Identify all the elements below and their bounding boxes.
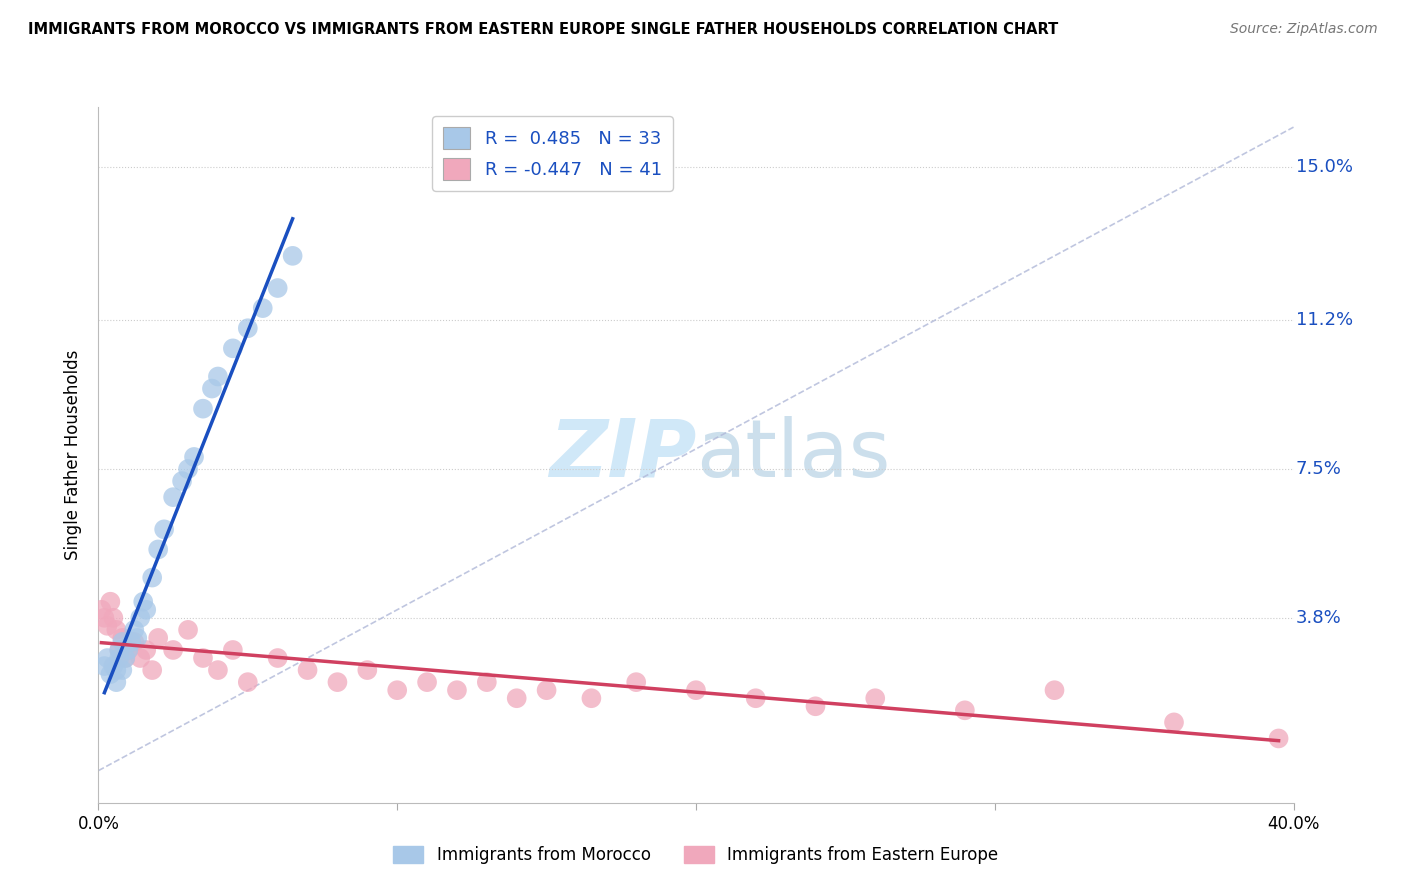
Point — [148, 631, 170, 645]
Point — [124, 635, 146, 649]
Point — [148, 542, 170, 557]
Text: 7.5%: 7.5% — [1296, 460, 1341, 478]
Y-axis label: Single Father Households: Single Father Households — [65, 350, 83, 560]
Point — [191, 401, 214, 416]
Point — [103, 611, 125, 625]
Point — [804, 699, 827, 714]
Point — [385, 683, 409, 698]
Point — [745, 691, 768, 706]
Point — [865, 691, 887, 706]
Point — [108, 643, 131, 657]
Point — [93, 659, 115, 673]
Point — [1043, 683, 1066, 698]
Point — [183, 450, 205, 464]
Point — [446, 683, 468, 698]
Point — [105, 623, 128, 637]
Point — [222, 643, 245, 657]
Point — [103, 659, 125, 673]
Point — [135, 603, 157, 617]
Point — [536, 683, 558, 698]
Point — [177, 462, 200, 476]
Point — [117, 643, 139, 657]
Text: 3.8%: 3.8% — [1296, 609, 1341, 627]
Point — [172, 474, 194, 488]
Point — [267, 651, 290, 665]
Point — [129, 651, 152, 665]
Point — [96, 651, 118, 665]
Point — [297, 663, 319, 677]
Point — [162, 490, 184, 504]
Point — [326, 675, 349, 690]
Point — [111, 631, 134, 645]
Point — [98, 595, 122, 609]
Point — [90, 603, 112, 617]
Point — [1267, 731, 1289, 746]
Text: IMMIGRANTS FROM MOROCCO VS IMMIGRANTS FROM EASTERN EUROPE SINGLE FATHER HOUSEHOL: IMMIGRANTS FROM MOROCCO VS IMMIGRANTS FR… — [28, 22, 1059, 37]
Point — [93, 611, 115, 625]
Text: atlas: atlas — [696, 416, 890, 494]
Point — [132, 595, 155, 609]
Point — [177, 623, 200, 637]
Point — [252, 301, 274, 315]
Point — [120, 635, 142, 649]
Point — [141, 663, 163, 677]
Point — [108, 643, 131, 657]
Point — [105, 663, 128, 677]
Point — [624, 675, 647, 690]
Point — [108, 651, 131, 665]
Point — [1163, 715, 1185, 730]
Point — [127, 631, 149, 645]
Point — [135, 643, 157, 657]
Point — [114, 651, 136, 665]
Point — [207, 663, 229, 677]
Point — [356, 663, 378, 677]
Point — [117, 643, 139, 657]
Point — [111, 663, 134, 677]
Point — [114, 651, 136, 665]
Point — [111, 635, 134, 649]
Point — [267, 281, 290, 295]
Point — [162, 643, 184, 657]
Point — [124, 623, 146, 637]
Point — [953, 703, 976, 717]
Point — [581, 691, 603, 706]
Text: ZIP: ZIP — [548, 416, 696, 494]
Point — [129, 611, 152, 625]
Point — [475, 675, 498, 690]
Point — [506, 691, 529, 706]
Text: Source: ZipAtlas.com: Source: ZipAtlas.com — [1230, 22, 1378, 37]
Point — [222, 342, 245, 356]
Point — [105, 675, 128, 690]
Point — [153, 522, 176, 536]
Text: 15.0%: 15.0% — [1296, 159, 1353, 177]
Point — [191, 651, 214, 665]
Point — [281, 249, 304, 263]
Legend: Immigrants from Morocco, Immigrants from Eastern Europe: Immigrants from Morocco, Immigrants from… — [387, 839, 1005, 871]
Point — [96, 619, 118, 633]
Point — [416, 675, 439, 690]
Point — [236, 675, 259, 690]
Point — [685, 683, 707, 698]
Point — [201, 382, 224, 396]
Text: 11.2%: 11.2% — [1296, 311, 1353, 329]
Point — [98, 667, 122, 681]
Point — [141, 571, 163, 585]
Point — [236, 321, 259, 335]
Point — [207, 369, 229, 384]
